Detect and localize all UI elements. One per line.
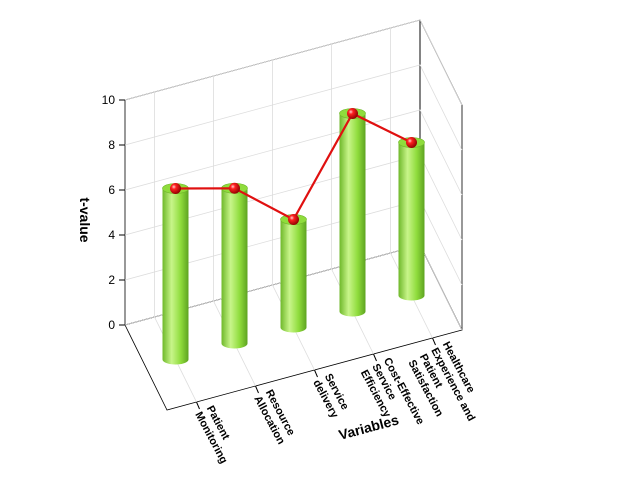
x-tick xyxy=(373,353,377,362)
x-tick xyxy=(314,369,318,378)
x-tick-label: PatientMonitoring xyxy=(192,404,241,466)
x-tick xyxy=(432,337,436,346)
x-tick xyxy=(255,385,259,394)
grid-line xyxy=(154,92,197,403)
x-tick-label: ResourceAllocation xyxy=(251,388,298,447)
grid-line xyxy=(124,109,463,196)
y-tick-label: 8 xyxy=(108,138,115,152)
grid-line xyxy=(124,64,463,151)
bar xyxy=(398,142,425,301)
marker xyxy=(170,183,181,194)
side-wall xyxy=(419,19,463,331)
marker xyxy=(229,182,240,194)
bar xyxy=(339,113,366,317)
y-tick-label: 4 xyxy=(108,228,115,242)
grid-line xyxy=(390,28,433,339)
grid-line xyxy=(213,76,256,387)
grid-line xyxy=(331,44,374,355)
y-tick-label: 0 xyxy=(108,318,115,332)
y-tick-label: 10 xyxy=(102,93,116,107)
bar xyxy=(162,188,189,365)
y-axis-title: t-value xyxy=(77,197,93,242)
marker xyxy=(288,214,299,225)
bar xyxy=(221,188,248,349)
bar xyxy=(280,219,307,333)
marker xyxy=(406,137,417,148)
y-tick-label: 2 xyxy=(108,273,115,287)
x-tick xyxy=(196,401,200,410)
grid-line xyxy=(124,19,463,106)
grid-line xyxy=(272,60,315,371)
x-tick-label: Servicedelivery xyxy=(310,372,352,421)
y-tick-label: 6 xyxy=(108,183,115,197)
x-axis-title: Variables xyxy=(337,411,401,442)
marker xyxy=(347,108,358,119)
